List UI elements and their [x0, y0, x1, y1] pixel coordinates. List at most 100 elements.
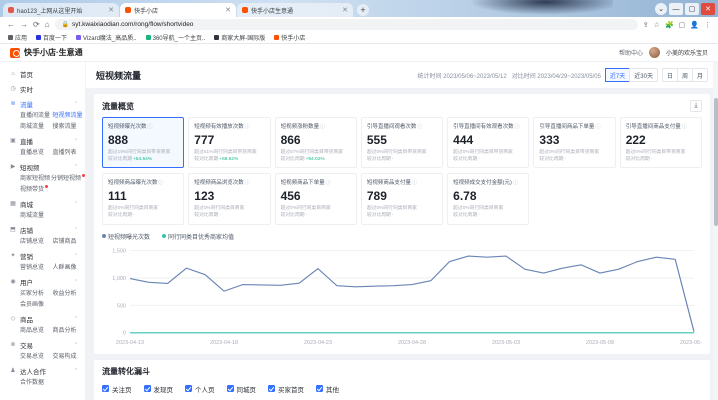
tab-search-icon[interactable]: ⌄ [655, 3, 667, 15]
stat-card[interactable]: 引导直播间商品支付量 ⓘ 222 超过0%同行同类目带货商家 较对比周期- [619, 117, 702, 169]
browser-tab[interactable]: hao123_上网从这里开始 ✕ [3, 3, 119, 17]
granularity-button[interactable]: 周 [676, 68, 693, 82]
source-checkbox[interactable]: 关注页 [102, 384, 132, 394]
sidebar-subitem[interactable]: 直播间流量 [20, 111, 53, 122]
bookmark-item[interactable]: 商家大屏-国际版 [214, 33, 265, 42]
browser-tab[interactable]: 快手小店生意通 ✕ [237, 3, 353, 17]
reload-icon[interactable]: ⟳ [33, 19, 40, 29]
sidebar-subitem[interactable]: 商城流量 [20, 122, 53, 133]
sidebar-subitem[interactable]: 搜索流量 [53, 122, 86, 133]
share-icon[interactable]: ⇪ [642, 21, 649, 29]
sidebar-item[interactable]: ⬒ 店铺 ⌃ [0, 222, 85, 237]
sidebar-subitem[interactable]: 人群画像 [53, 263, 86, 274]
stat-card[interactable]: 短视频成交支付金额(元) ⓘ 6.78 超过0%同行同类目商家 较对比周期- [447, 173, 530, 225]
info-icon[interactable]: ⓘ [244, 179, 250, 186]
info-icon[interactable]: ⓘ [320, 123, 326, 130]
legend-item[interactable]: 短视频曝光次数 [102, 232, 150, 241]
source-checkbox[interactable]: 发现页 [143, 384, 173, 394]
source-checkbox[interactable]: 买家首页 [268, 384, 304, 394]
sidebar-item[interactable]: ▶ 短视频 ⌃ [0, 159, 85, 174]
minimize-button[interactable]: — [669, 3, 683, 15]
checkbox-checked-icon[interactable] [185, 385, 192, 393]
granularity-button[interactable]: 日 [661, 68, 678, 82]
close-button[interactable]: ✕ [701, 3, 715, 15]
sidebar-item[interactable]: ✦ 营销 ⌃ [0, 248, 85, 263]
stat-card[interactable]: 短视频有效播放次数 ⓘ 777 超过51%同行同类目带货商家 较对比周期+68.5… [188, 117, 271, 169]
sidebar-item[interactable]: ▣ 直播 ⌃ [0, 133, 85, 148]
source-checkbox[interactable]: 同城页 [226, 384, 256, 394]
legend-item[interactable]: 同行同类目优秀商家均值 [162, 232, 234, 241]
bookmark-item[interactable]: 360导航_一个主页.. [145, 33, 205, 42]
checkbox-checked-icon[interactable] [316, 385, 323, 393]
sidebar-subitem[interactable]: 商城流量 [20, 211, 53, 222]
sidebar-subitem[interactable]: 收益分析 [53, 289, 86, 300]
stat-card[interactable]: 短视频曝光次数 ⓘ 888 超过19%同行同类目带货商家 较对比周期+54.54% [102, 117, 185, 169]
sidebar-subitem[interactable]: 交易总览 [20, 352, 53, 363]
info-icon[interactable]: ⓘ [514, 123, 520, 130]
stat-card[interactable]: 短视频商品浏览次数 ⓘ 123 超过0%同行同类目商家 较对比周期- [188, 173, 271, 225]
granularity-button[interactable]: 月 [691, 68, 708, 82]
bookmark-item[interactable]: 应用 [8, 33, 27, 42]
source-checkbox[interactable]: 个人页 [185, 384, 215, 394]
download-icon[interactable]: ⤓ [690, 100, 702, 112]
sidebar-subitem[interactable]: 店铺总览 [20, 237, 53, 248]
forward-icon[interactable]: → [20, 19, 28, 29]
url-input[interactable]: 🔒 syt.kwaixiaodian.com/rong/flow/shortvi… [54, 19, 638, 30]
sidebar-item[interactable]: ▦ 商城 ⌃ [0, 196, 85, 211]
sidebar-subitem[interactable]: 直播列表 [53, 148, 86, 159]
stat-card[interactable]: 短视频商品曝光次数 ⓘ 111 超过0%同行同类目商家 较对比周期- [102, 173, 185, 225]
info-icon[interactable]: ⓘ [411, 179, 417, 186]
browser-tab[interactable]: 快手小店 ✕ [120, 3, 236, 17]
range-button[interactable]: 近30天 [629, 68, 658, 82]
bookmark-item[interactable]: 百度一下 [36, 33, 67, 42]
info-icon[interactable]: ⓘ [158, 179, 164, 186]
stat-card[interactable]: 短视频商品下单量 ⓘ 456 超过0%同行同类目商家 较对比周期- [274, 173, 357, 225]
info-icon[interactable]: ⓘ [325, 179, 331, 186]
avatar[interactable] [648, 47, 660, 58]
info-icon[interactable]: ⓘ [147, 123, 153, 130]
sidebar-subitem[interactable]: 直播总览 [20, 148, 53, 159]
info-icon[interactable]: ⓘ [244, 123, 250, 130]
back-icon[interactable]: ← [7, 19, 15, 29]
sidebar-item[interactable]: ⊗ 交易 ⌃ [0, 337, 85, 352]
checkbox-checked-icon[interactable] [143, 385, 151, 393]
maximize-button[interactable]: ▢ [685, 3, 699, 15]
sidebar-subitem[interactable]: 会员画像 [20, 300, 53, 311]
sidebar-subitem[interactable]: 店铺商品 [53, 237, 86, 248]
sidebar-item[interactable]: ◇ 商品 ⌃ [0, 311, 85, 326]
range-button[interactable]: 近7天 [604, 68, 631, 82]
source-checkbox[interactable]: 其他 [316, 384, 339, 394]
sidebar-subitem[interactable]: 商品分析 [53, 326, 86, 337]
sidebar-item[interactable]: ⌂ 首页 ⌃ [0, 66, 85, 81]
help-center-link[interactable]: 帮助中心 [618, 51, 643, 57]
home-nav-icon[interactable]: ⌂ [44, 19, 50, 29]
bookmark-item[interactable]: 快手小店 [274, 33, 305, 42]
sidebar-subitem[interactable]: 合作数据 [20, 378, 53, 389]
info-icon[interactable]: ⓘ [512, 179, 518, 186]
sidebar-item[interactable]: ◉ 用户 ⌃ [0, 274, 85, 289]
sidebar-item[interactable]: ≋ 流量 ⌃ [0, 96, 85, 111]
info-icon[interactable]: ⓘ [417, 123, 423, 130]
sidebar-subitem[interactable]: 交易构成 [53, 352, 86, 363]
sidebar-subitem[interactable]: 商家短视频 [20, 174, 51, 185]
sidebar-item[interactable]: ◷ 实时 ⌃ [0, 81, 85, 96]
bookmark-item[interactable]: Vizard魔法_高品质.. [76, 33, 137, 42]
tab-close-icon[interactable]: ✕ [342, 6, 348, 14]
sidebar-subitem[interactable]: 视频带货 [20, 185, 51, 196]
info-icon[interactable]: ⓘ [681, 123, 687, 130]
sidepanel-icon[interactable]: ▢ [678, 21, 686, 29]
sidebar-item[interactable]: ♟ 达人合作 ⌃ [0, 363, 85, 378]
sidebar-subitem[interactable]: 买家分析 [20, 289, 53, 300]
tab-close-icon[interactable]: ✕ [108, 6, 114, 14]
sidebar-subitem[interactable]: 营销总览 [20, 263, 53, 274]
checkbox-checked-icon[interactable] [226, 385, 234, 393]
checkbox-checked-icon[interactable] [102, 385, 109, 393]
profile-icon[interactable]: 👤 [690, 21, 699, 29]
new-tab-button[interactable]: + [357, 4, 369, 16]
sidebar-subitem[interactable]: 分销短视频 [51, 174, 85, 185]
site-info-icon[interactable]: 🔒 [61, 22, 70, 28]
extensions-icon[interactable]: 🧩 [664, 21, 674, 29]
info-icon[interactable]: ⓘ [595, 123, 601, 130]
stat-card[interactable]: 短视频商品支付量 ⓘ 789 超过0%同行同类目商家 较对比周期- [360, 173, 444, 225]
sidebar-subitem[interactable]: 商品总览 [20, 326, 53, 337]
